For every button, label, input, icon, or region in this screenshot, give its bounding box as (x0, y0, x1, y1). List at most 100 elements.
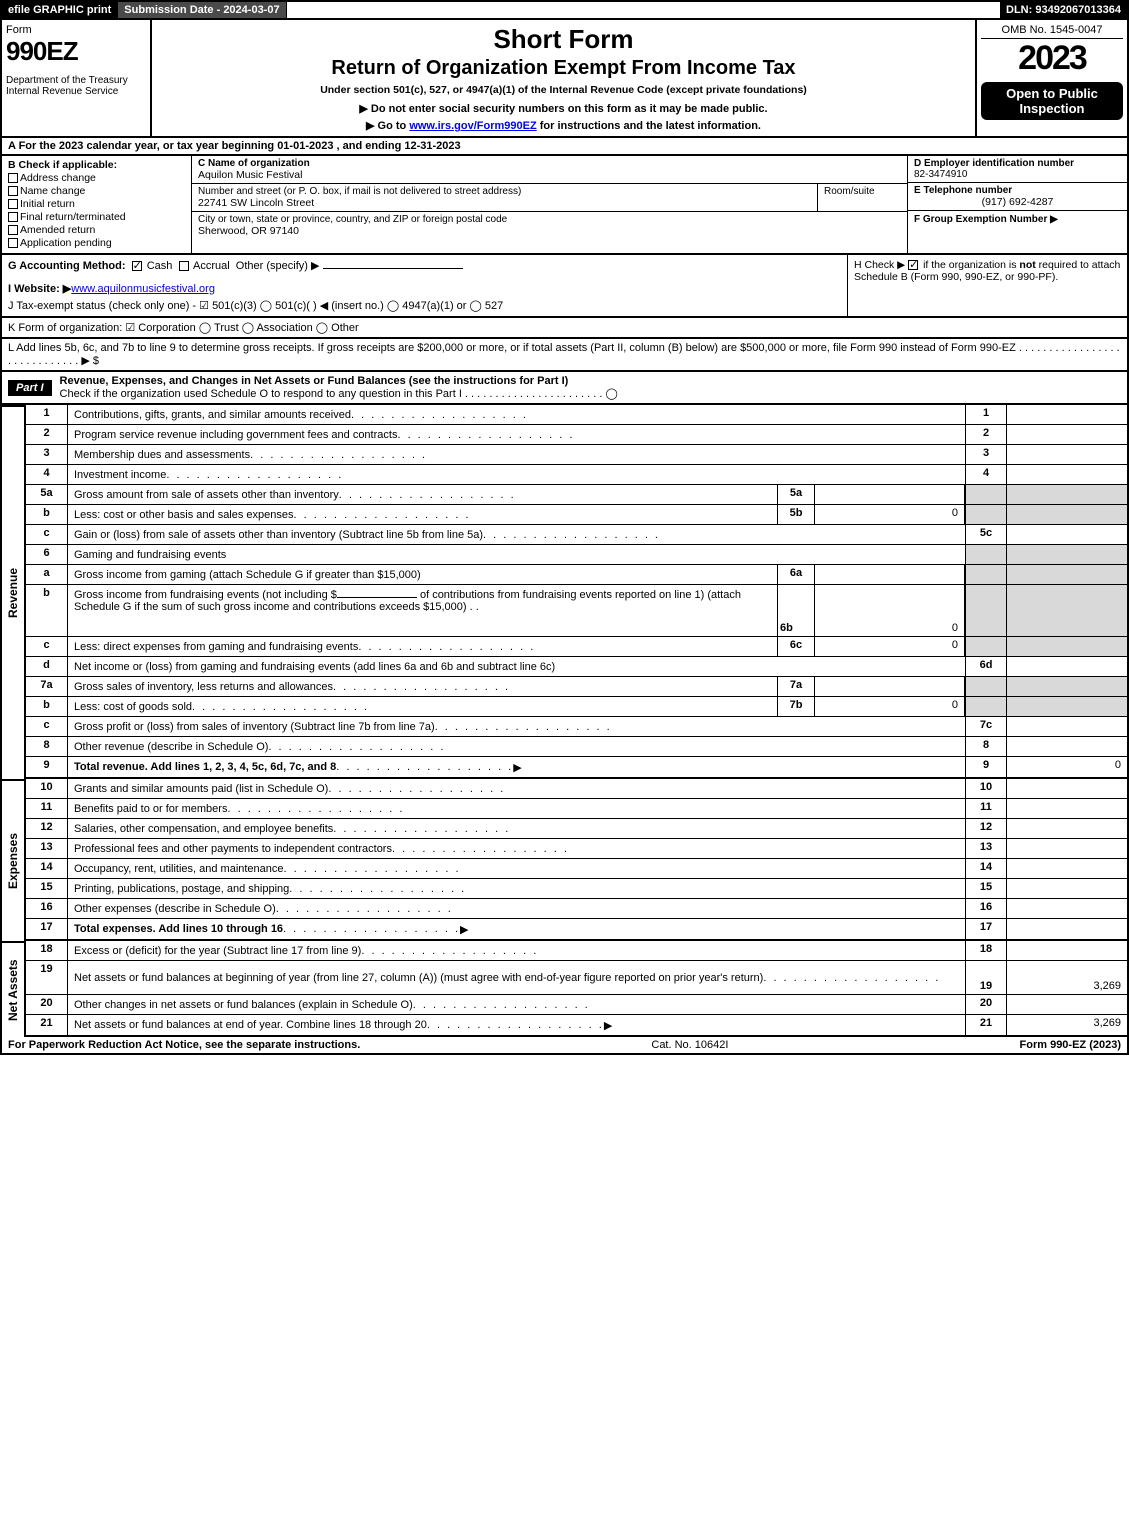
expenses-section: Expenses 10Grants and similar amounts pa… (0, 779, 1129, 941)
line-15: Printing, publications, postage, and shi… (74, 883, 289, 895)
footer-formver: Form 990-EZ (2023) (1020, 1039, 1121, 1051)
line-14: Occupancy, rent, utilities, and maintena… (74, 863, 284, 875)
h-not: not (1019, 259, 1035, 271)
submission-date: Submission Date - 2024-03-07 (118, 2, 286, 18)
addr-label: Number and street (or P. O. box, if mail… (198, 186, 811, 197)
line-7a: Gross sales of inventory, less returns a… (74, 681, 333, 693)
line-5c: Gain or (loss) from sale of assets other… (74, 529, 483, 541)
line-8: Other revenue (describe in Schedule O) (74, 741, 268, 753)
h-check: H Check ▶ if the organization is not req… (847, 255, 1127, 316)
row-g-h: G Accounting Method: Cash Accrual Other … (0, 255, 1129, 318)
phone-value: (917) 692-4287 (914, 196, 1121, 208)
chk-schedule-b[interactable] (908, 260, 918, 270)
chk-accrual[interactable] (179, 261, 189, 271)
part-i-check: Check if the organization used Schedule … (60, 388, 618, 400)
row-a-text: A For the 2023 calendar year, or tax yea… (8, 140, 461, 152)
subhead-section: Under section 501(c), 527, or 4947(a)(1)… (156, 84, 971, 96)
row-a-calendar: A For the 2023 calendar year, or tax yea… (0, 138, 1129, 156)
form-number: 990EZ (6, 36, 146, 67)
line-20: Other changes in net assets or fund bala… (74, 999, 413, 1011)
block-bcdef: B Check if applicable: Address change Na… (0, 156, 1129, 255)
e-phone: E Telephone number (917) 692-4287 (908, 183, 1127, 211)
line-5a: Gross amount from sale of assets other t… (74, 489, 339, 501)
dln-label: DLN: 93492067013364 (1000, 2, 1127, 18)
line-19: Net assets or fund balances at beginning… (74, 972, 763, 984)
chk-amended-return[interactable]: Amended return (8, 224, 185, 236)
line-6a: Gross income from gaming (attach Schedul… (74, 569, 421, 581)
title-return: Return of Organization Exempt From Incom… (156, 57, 971, 80)
form-header: Form 990EZ Department of the Treasury In… (0, 20, 1129, 138)
form-word: Form (6, 24, 146, 36)
line-3: Membership dues and assessments (74, 449, 250, 461)
form-footer: For Paperwork Reduction Act Notice, see … (0, 1037, 1129, 1055)
subhead-goto: ▶ Go to www.irs.gov/Form990EZ for instru… (156, 119, 971, 132)
dept-treasury: Department of the Treasury (6, 75, 146, 86)
goto-post: for instructions and the latest informat… (537, 120, 761, 132)
subhead-ssn: ▶ Do not enter social security numbers o… (156, 102, 971, 115)
chk-address-change[interactable]: Address change (8, 172, 185, 184)
goto-pre: ▶ Go to (366, 120, 409, 132)
line-18: Excess or (deficit) for the year (Subtra… (74, 945, 361, 957)
line-1: Contributions, gifts, grants, and simila… (74, 409, 351, 421)
line-10: Grants and similar amounts paid (list in… (74, 783, 328, 795)
h-pre: H Check ▶ (854, 259, 908, 271)
chk-name-change[interactable]: Name change (8, 185, 185, 197)
g-accounting: G Accounting Method: Cash Accrual Other … (2, 255, 847, 316)
header-left: Form 990EZ Department of the Treasury In… (2, 20, 152, 136)
part-i-title: Revenue, Expenses, and Changes in Net As… (60, 375, 569, 387)
line-2: Program service revenue including govern… (74, 429, 397, 441)
g-accrual: Accrual (193, 260, 230, 272)
c-label: C Name of organization (198, 158, 901, 169)
irs-link[interactable]: www.irs.gov/Form990EZ (409, 120, 536, 132)
d-ein: D Employer identification number 82-3474… (908, 156, 1127, 183)
col-def: D Employer identification number 82-3474… (907, 156, 1127, 253)
city-label: City or town, state or province, country… (198, 214, 901, 225)
footer-left: For Paperwork Reduction Act Notice, see … (8, 1039, 360, 1051)
footer-catno: Cat. No. 10642I (360, 1039, 1019, 1051)
header-right: OMB No. 1545-0047 2023 Open to Public In… (977, 20, 1127, 136)
header-mid: Short Form Return of Organization Exempt… (152, 20, 977, 136)
part-i-badge: Part I (8, 380, 52, 396)
room-suite: Room/suite (817, 184, 907, 211)
line-17: Total expenses. Add lines 10 through 16 (74, 923, 283, 935)
i-label: I Website: ▶ (8, 283, 71, 295)
g-cash: Cash (147, 260, 173, 272)
line-6: Gaming and fundraising events (74, 549, 226, 561)
part-i-header: Part I Revenue, Expenses, and Changes in… (0, 372, 1129, 405)
efile-label[interactable]: efile GRAPHIC print (2, 2, 118, 18)
val-5b: 0 (815, 505, 965, 524)
website-link[interactable]: www.aquilonmusicfestival.org (71, 283, 215, 295)
irs-label: Internal Revenue Service (6, 86, 146, 97)
revenue-side-label: Revenue (0, 405, 26, 779)
j-tax-exempt: J Tax-exempt status (check only one) - ☑… (8, 299, 841, 312)
expenses-side-label: Expenses (0, 779, 26, 941)
line-7c: Gross profit or (loss) from sales of inv… (74, 721, 435, 733)
val-7b: 0 (815, 697, 965, 716)
g-other: Other (specify) ▶ (236, 260, 320, 272)
org-city: Sherwood, OR 97140 (198, 225, 901, 237)
ein-value: 82-3474910 (914, 169, 1121, 180)
top-bar: efile GRAPHIC print Submission Date - 20… (0, 0, 1129, 20)
chk-final-return[interactable]: Final return/terminated (8, 211, 185, 223)
line-6c: Less: direct expenses from gaming and fu… (74, 641, 358, 653)
chk-app-pending[interactable]: Application pending (8, 237, 185, 249)
row-c-addr: Number and street (or P. O. box, if mail… (192, 184, 907, 212)
val-9: 0 (1007, 757, 1127, 777)
e-label: E Telephone number (914, 185, 1121, 196)
line-13: Professional fees and other payments to … (74, 843, 392, 855)
netassets-side-label: Net Assets (0, 941, 26, 1037)
val-6b: 0 (815, 585, 965, 636)
val-19: 3,269 (1007, 961, 1127, 994)
line-6b-pre: Gross income from fundraising events (no… (74, 589, 337, 601)
line-7b: Less: cost of goods sold (74, 701, 192, 713)
chk-initial-return[interactable]: Initial return (8, 198, 185, 210)
line-16: Other expenses (describe in Schedule O) (74, 903, 276, 915)
revenue-section: Revenue 1Contributions, gifts, grants, a… (0, 405, 1129, 779)
line-12: Salaries, other compensation, and employ… (74, 823, 333, 835)
chk-cash[interactable] (132, 261, 142, 271)
f-label: F Group Exemption Number ▶ (914, 214, 1058, 225)
org-name: Aquilon Music Festival (198, 169, 901, 181)
row-c-city: City or town, state or province, country… (192, 212, 907, 239)
line-11: Benefits paid to or for members (74, 803, 227, 815)
line-5b: Less: cost or other basis and sales expe… (74, 509, 294, 521)
